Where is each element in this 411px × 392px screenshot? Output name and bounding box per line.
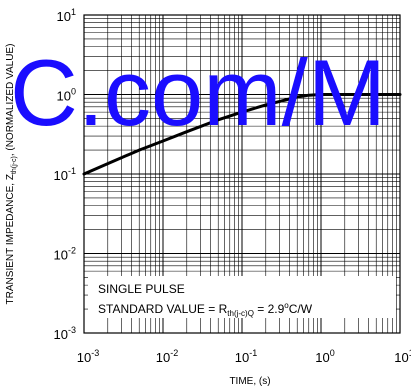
annotation-value: = 2.9 — [254, 302, 285, 316]
y-tick-label: 100 — [57, 87, 76, 104]
x-tick-label: 10-3 — [77, 348, 99, 365]
y-axis-label-base: TRANSIENT IMPEDANCE, Z — [5, 174, 16, 304]
x-tick-label: 10-1 — [235, 348, 257, 365]
y-axis-label-tail: , (NORMALIZED VALUE) — [5, 44, 16, 157]
impedance-curve — [82, 93, 402, 176]
y-axis-label-sub: th(j-c) — [11, 156, 18, 174]
annotation-single-pulse: SINGLE PULSE — [98, 282, 185, 296]
annotation-standard-value: STANDARD VALUE = Rth(j-c)Q = 2.9oC/W — [98, 301, 313, 318]
x-tick-label: 100 — [315, 348, 334, 365]
annotation-prefix: STANDARD VALUE = R — [98, 302, 228, 316]
x-tick-label: 101 — [394, 348, 411, 365]
y-axis-label: TRANSIENT IMPEDANCE, Zth(j-c), (NORMALIZ… — [5, 44, 18, 305]
tick-labels: 10-3 10-2 10-1 100 101 101 100 10-1 10-2 10-3 — [54, 7, 411, 365]
x-axis-label: TIME, (s) — [229, 376, 270, 387]
watermark: C.com/M — [10, 40, 386, 145]
y-tick-label: 10-2 — [54, 246, 76, 263]
y-tick-label: 10-1 — [54, 166, 76, 183]
annotation-unit: C/W — [289, 302, 313, 316]
y-tick-label: 10-3 — [54, 325, 76, 342]
x-tick-label: 10-2 — [156, 348, 178, 365]
annotation-box — [88, 276, 396, 318]
annotation-degree: o — [284, 301, 289, 310]
annotation-subscript: th(j-c)Q — [227, 309, 254, 318]
y-tick-label: 101 — [57, 7, 76, 24]
